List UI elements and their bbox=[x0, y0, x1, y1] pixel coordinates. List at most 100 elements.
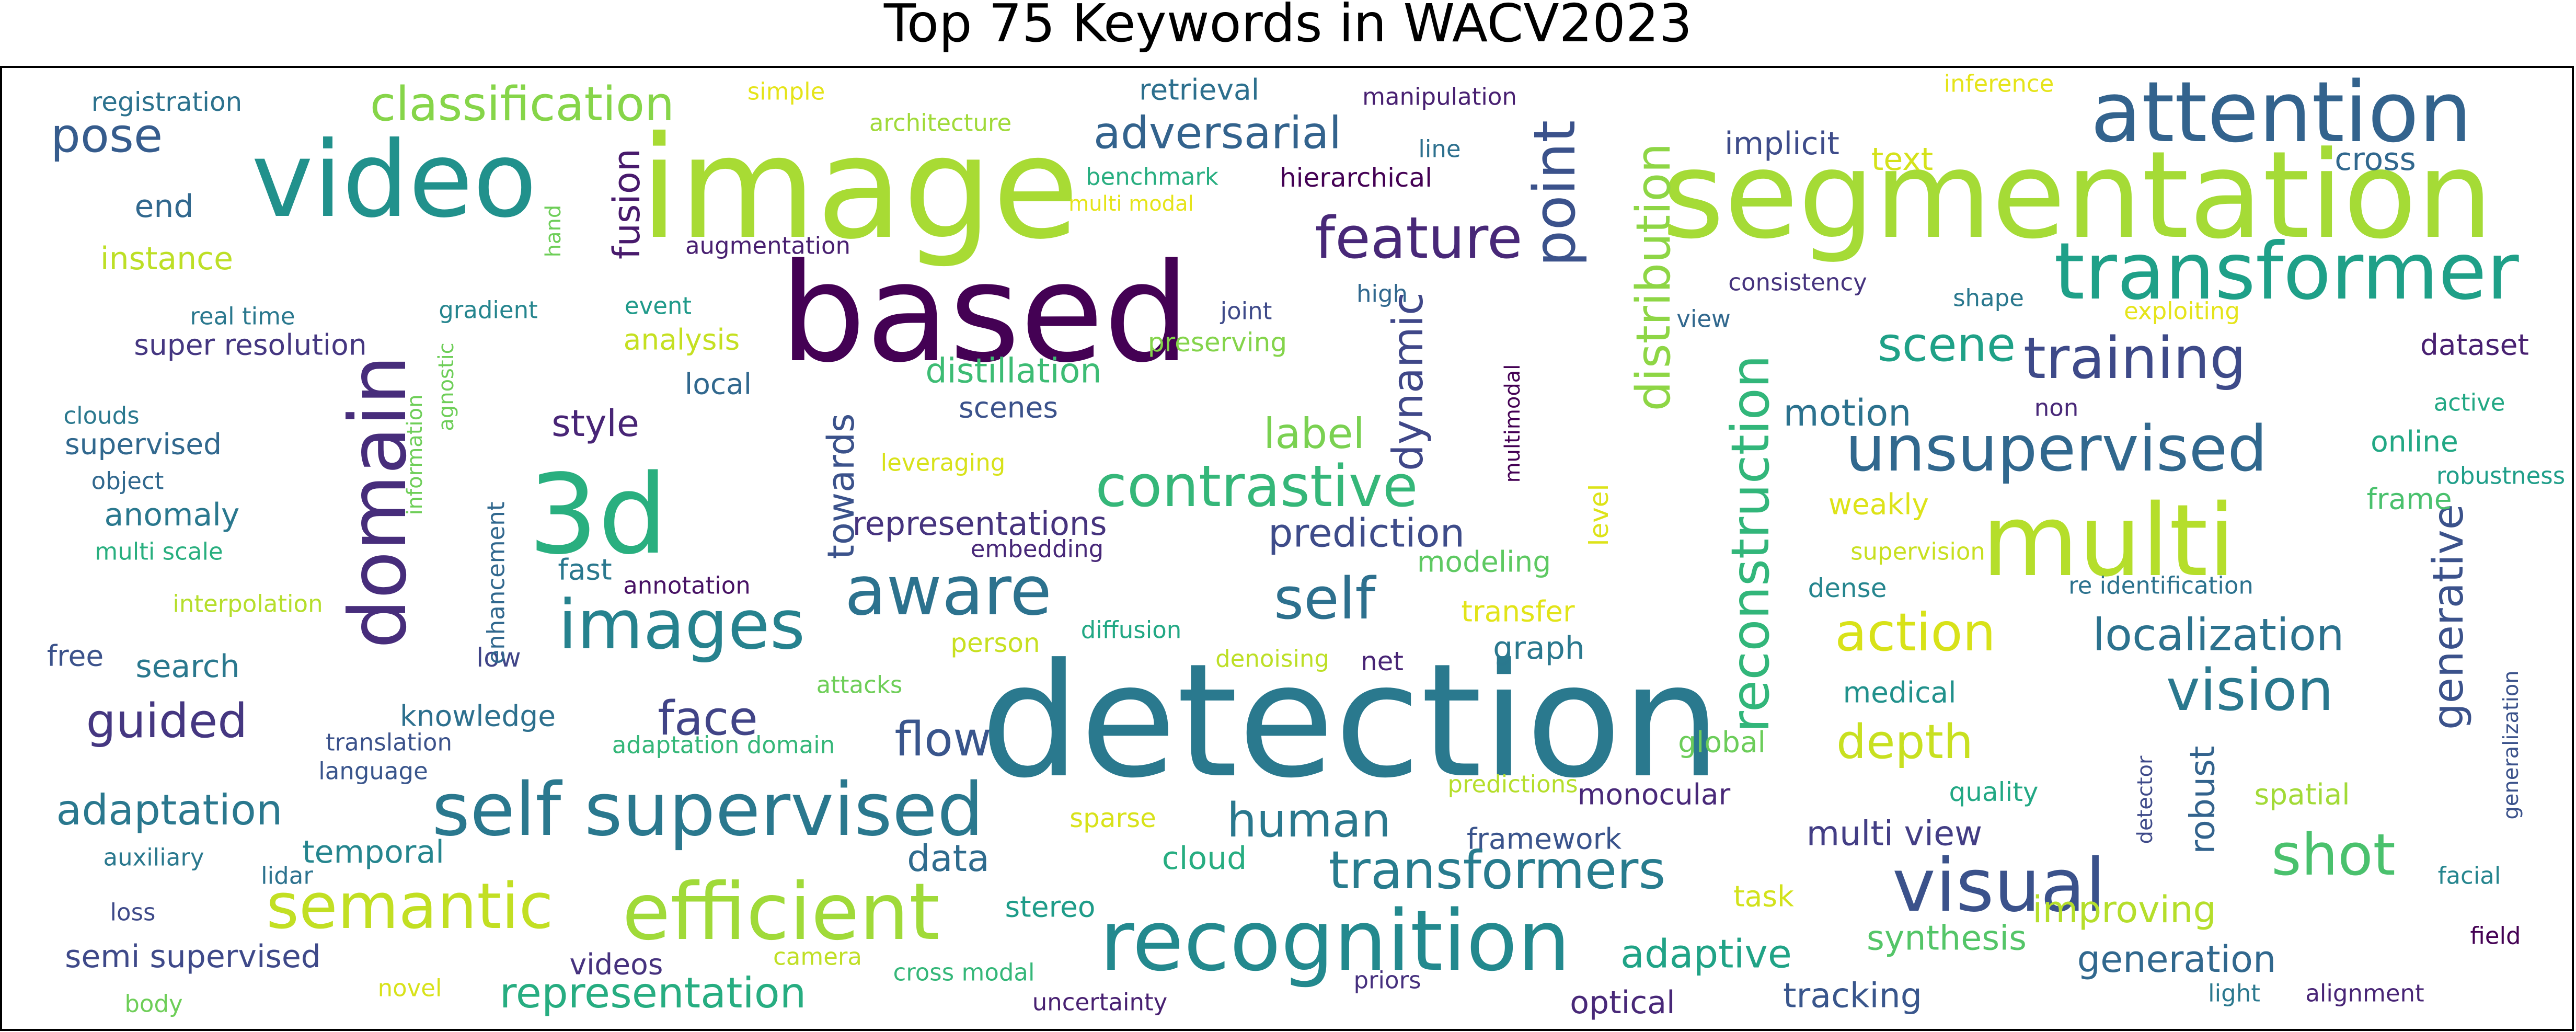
word-semantic: semantic bbox=[266, 870, 554, 943]
word-hierarchical: hierarchical bbox=[1279, 163, 1433, 193]
word-weakly: weakly bbox=[1828, 487, 1929, 521]
word-adaptive: adaptive bbox=[1620, 931, 1792, 977]
word-robustness: robustness bbox=[2436, 462, 2566, 490]
word-predictions: predictions bbox=[1447, 770, 1578, 798]
word-attacks: attacks bbox=[816, 671, 903, 699]
word-semi-supervised: semi supervised bbox=[65, 938, 321, 975]
word-supervision: supervision bbox=[1850, 537, 1985, 566]
word-alignment: alignment bbox=[2305, 979, 2424, 1007]
word-architecture: architecture bbox=[869, 109, 1012, 137]
word-online: online bbox=[2371, 425, 2458, 458]
word-tracking: tracking bbox=[1783, 976, 1922, 1016]
word-hand: hand bbox=[542, 204, 566, 258]
word-person: person bbox=[950, 628, 1040, 658]
word-adaptation: adaptation bbox=[56, 786, 283, 834]
word-multi: multi bbox=[1982, 483, 2236, 599]
word-end: end bbox=[134, 188, 194, 225]
word-images: images bbox=[558, 585, 806, 664]
word-contrastive: contrastive bbox=[1095, 453, 1418, 520]
word-camera: camera bbox=[773, 943, 862, 971]
word-3d: 3d bbox=[528, 451, 668, 579]
word-clouds: clouds bbox=[63, 402, 140, 430]
word-synthesis: synthesis bbox=[1867, 919, 2027, 958]
word-augmentation: augmentation bbox=[685, 232, 851, 260]
word-pose: pose bbox=[50, 108, 163, 163]
word-re-identification: re identification bbox=[2068, 571, 2253, 600]
word-feature: feature bbox=[1315, 204, 1523, 271]
word-text: text bbox=[1871, 141, 1934, 178]
word-line: line bbox=[1418, 135, 1461, 163]
word-classification: classification bbox=[370, 77, 675, 132]
word-based: based bbox=[779, 235, 1190, 393]
word-spatial: spatial bbox=[2254, 777, 2350, 811]
word-dynamic: dynamic bbox=[1384, 292, 1432, 471]
word-self: self bbox=[1273, 565, 1376, 632]
word-event: event bbox=[624, 292, 692, 320]
word-optical: optical bbox=[1570, 984, 1675, 1021]
word-instance: instance bbox=[100, 240, 234, 277]
word-training: training bbox=[2023, 325, 2247, 392]
word-annotation: annotation bbox=[623, 571, 751, 600]
word-global: global bbox=[1678, 725, 1766, 759]
word-super-resolution: super resolution bbox=[134, 328, 367, 362]
word-denoising: denoising bbox=[1215, 645, 1329, 673]
word-embedding: embedding bbox=[970, 535, 1104, 563]
word-graph: graph bbox=[1493, 630, 1585, 667]
word-generalization: generalization bbox=[2499, 670, 2523, 820]
word-efficient: efficient bbox=[622, 867, 940, 958]
word-cloud-frame: detection image segmentation based video atte… bbox=[0, 66, 2574, 1031]
word-object: object bbox=[91, 467, 164, 495]
word-face: face bbox=[658, 691, 758, 746]
word-view: view bbox=[1676, 305, 1731, 333]
word-scene: scene bbox=[1877, 317, 2016, 372]
word-high: high bbox=[1356, 280, 1408, 308]
word-monocular: monocular bbox=[1577, 777, 1731, 811]
word-loss: loss bbox=[110, 898, 156, 926]
word-visual: visual bbox=[1892, 843, 2106, 928]
word-videos: videos bbox=[569, 947, 663, 981]
word-consistency: consistency bbox=[1728, 268, 1867, 296]
word-point: point bbox=[1521, 120, 1588, 267]
word-fusion: fusion bbox=[605, 148, 648, 260]
word-retrieval: retrieval bbox=[1138, 73, 1260, 107]
word-auxiliary: auxiliary bbox=[103, 843, 204, 872]
word-benchmark: benchmark bbox=[1085, 163, 1219, 191]
word-transformer: transformer bbox=[2054, 226, 2519, 317]
word-diffusion: diffusion bbox=[1080, 616, 1182, 644]
word-active: active bbox=[2433, 388, 2505, 417]
word-adversarial: adversarial bbox=[1093, 107, 1342, 159]
word-temporal: temporal bbox=[302, 834, 444, 870]
word-language: language bbox=[318, 757, 428, 785]
word-leveraging: leveraging bbox=[880, 449, 1006, 477]
word-localization: localization bbox=[2092, 609, 2344, 661]
word-adaptation-domain: adaptation domain bbox=[612, 731, 835, 759]
word-self-supervised: self supervised bbox=[432, 767, 984, 853]
word-label: label bbox=[1263, 409, 1365, 458]
word-novel: novel bbox=[377, 974, 442, 1002]
word-interpolation: interpolation bbox=[172, 590, 323, 618]
word-detector: detector bbox=[2133, 755, 2157, 844]
word-improving: improving bbox=[2032, 888, 2216, 931]
word-representation: representation bbox=[499, 969, 807, 1017]
word-shape: shape bbox=[1953, 284, 2024, 312]
word-scenes: scenes bbox=[958, 391, 1059, 425]
word-field: field bbox=[2470, 922, 2521, 950]
word-knowledge: knowledge bbox=[399, 699, 556, 733]
word-exploiting: exploiting bbox=[2124, 297, 2240, 325]
word-detection: detection bbox=[980, 630, 1721, 812]
word-flow: flow bbox=[894, 712, 992, 767]
chart-title: Top 75 Keywords in WACV2023 bbox=[883, 0, 1693, 54]
word-depth: depth bbox=[1836, 715, 1973, 770]
word-dense: dense bbox=[1808, 573, 1887, 603]
word-inference: inference bbox=[1944, 70, 2054, 98]
word-multi-scale: multi scale bbox=[95, 537, 223, 566]
word-search: search bbox=[135, 648, 240, 685]
word-aware: aware bbox=[844, 551, 1052, 630]
word-modeling: modeling bbox=[1417, 545, 1551, 579]
word-image: image bbox=[639, 106, 1079, 270]
word-transformers: transformers bbox=[1328, 840, 1666, 901]
word-framework: framework bbox=[1466, 822, 1622, 856]
word-distillation: distillation bbox=[925, 351, 1102, 391]
word-shot: shot bbox=[2271, 821, 2396, 888]
word-stereo: stereo bbox=[1005, 890, 1096, 924]
